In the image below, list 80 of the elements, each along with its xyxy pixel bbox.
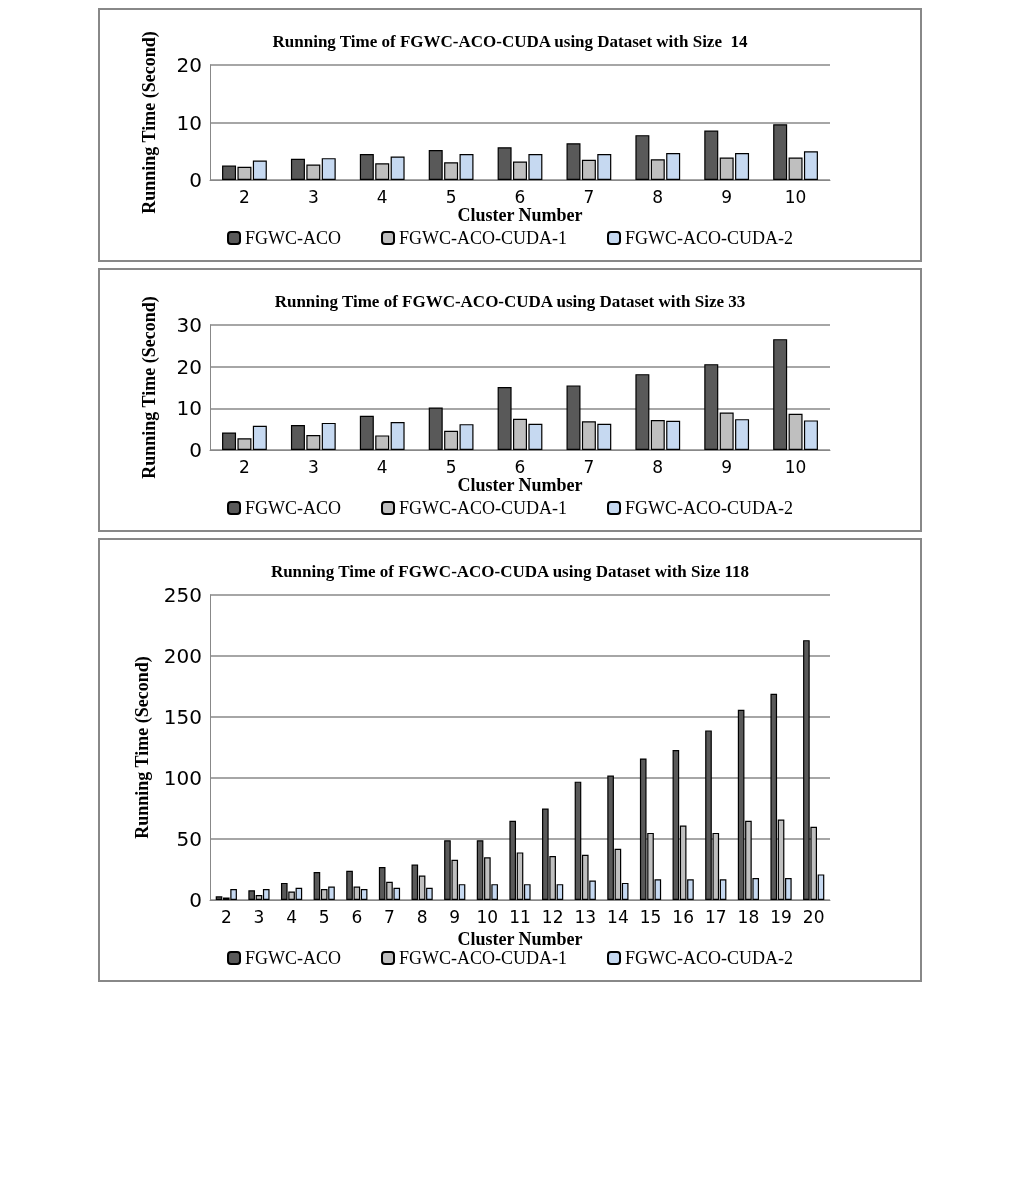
- x-tick-label: 6: [514, 456, 526, 477]
- y-tick-label: 50: [176, 827, 202, 851]
- x-tick-label: 4: [286, 906, 297, 927]
- chart-title: Running Time of FGWC-ACO-CUDA using Dataset with Size 118: [270, 562, 750, 581]
- x-tick-label: 14: [607, 906, 629, 927]
- bar: [773, 339, 788, 450]
- x-tick-label: 16: [672, 906, 694, 927]
- y-axis-title: Running Time (Second): [131, 656, 153, 839]
- legend-label: FGWC-ACO-CUDA-2: [625, 498, 793, 518]
- y-tick-label: 20: [176, 354, 202, 379]
- x-tick-label: 10: [476, 906, 499, 927]
- legend-label: FGWC-ACO-CUDA-1: [399, 498, 568, 518]
- x-tick-label: 4: [376, 456, 388, 477]
- x-tick-label: 2: [239, 186, 250, 207]
- bar: [704, 364, 719, 450]
- x-tick-label: 9: [449, 906, 461, 927]
- y-tick-label: 10: [176, 396, 202, 421]
- x-axis-title: Cluster Number: [457, 475, 583, 495]
- legend-label: FGWC-ACO-CUDA-2: [625, 228, 793, 248]
- x-tick-label: 12: [541, 906, 564, 927]
- bar: [704, 130, 719, 180]
- x-tick-label: 8: [652, 186, 664, 207]
- x-tick-label: 6: [351, 906, 363, 927]
- legend-label: FGWC-ACO-CUDA-1: [399, 948, 568, 968]
- y-tick-label: 150: [163, 705, 202, 729]
- x-tick-label: 7: [384, 906, 395, 927]
- x-tick-label: 5: [445, 186, 457, 207]
- x-tick-label: 7: [583, 186, 595, 207]
- bar: [321, 158, 336, 180]
- x-tick-label: 10: [784, 186, 807, 207]
- x-tick-label: 6: [514, 186, 526, 207]
- x-tick-label: 11: [509, 906, 531, 927]
- x-tick-label: 19: [770, 906, 792, 927]
- x-tick-label: 4: [376, 186, 388, 207]
- bar: [635, 135, 650, 180]
- y-axis-title: Running Time (Second): [139, 296, 160, 479]
- bar: [252, 425, 267, 450]
- x-tick-label: 10: [784, 456, 807, 477]
- y-tick-label: 100: [163, 766, 202, 790]
- y-tick-label: 30: [176, 313, 202, 337]
- x-tick-label: 7: [583, 456, 595, 477]
- x-tick-label: 8: [416, 906, 428, 927]
- legend-label: FGWC-ACO: [245, 498, 342, 518]
- x-tick-label: 13: [574, 906, 597, 927]
- y-tick-label: 0: [189, 168, 202, 192]
- x-tick-label: 15: [639, 906, 662, 927]
- x-tick-label: 20: [802, 906, 825, 927]
- legend-label: FGWC-ACO-CUDA-1: [399, 228, 568, 248]
- bar: [773, 124, 788, 180]
- legend-label: FGWC-ACO: [245, 228, 342, 248]
- x-tick-label: 2: [220, 906, 232, 927]
- bar: [635, 374, 650, 450]
- x-tick-label: 9: [721, 456, 733, 477]
- y-tick-label: 0: [189, 438, 202, 462]
- x-tick-label: 9: [721, 186, 733, 207]
- x-tick-label: 18: [737, 906, 760, 927]
- legend-label: FGWC-ACO: [245, 948, 342, 968]
- bar: [252, 160, 267, 180]
- y-tick-label: 20: [176, 53, 202, 77]
- y-tick-label: 200: [163, 644, 202, 668]
- x-tick-label: 8: [652, 456, 664, 477]
- y-axis-title: Running Time (Second): [139, 31, 160, 214]
- chart-title: Running Time of FGWC-ACO-CUDA using Dataset with Size 14: [272, 32, 748, 51]
- x-tick-label: 3: [307, 456, 319, 477]
- y-tick-label: 250: [163, 583, 202, 607]
- x-tick-label: 17: [704, 906, 727, 927]
- x-tick-label: 3: [253, 906, 265, 927]
- legend-label: FGWC-ACO-CUDA-2: [625, 948, 793, 968]
- bar: [321, 422, 336, 450]
- bar: [390, 422, 405, 450]
- x-tick-label: 3: [307, 186, 319, 207]
- bar: [390, 156, 405, 180]
- x-axis-title: Cluster Number: [457, 205, 583, 225]
- y-tick-label: 0: [189, 888, 202, 912]
- y-tick-label: 10: [176, 110, 202, 135]
- x-tick-label: 5: [318, 906, 330, 927]
- x-tick-label: 2: [239, 456, 250, 477]
- x-tick-label: 5: [445, 456, 457, 477]
- chart-title: Running Time of FGWC-ACO-CUDA using Dataset with Size 33: [274, 292, 746, 311]
- x-axis-title: Cluster Number: [457, 928, 583, 949]
